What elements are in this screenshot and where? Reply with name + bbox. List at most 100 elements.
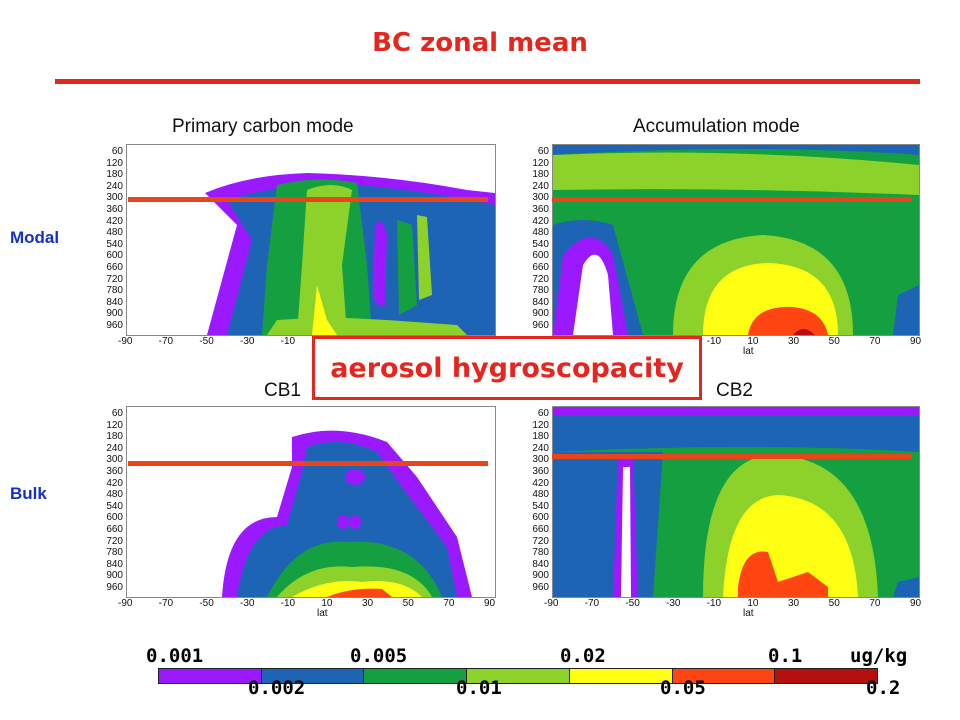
row-label-bulk: Bulk [10,484,47,503]
colorbar-segment [261,669,365,683]
x-tick-label: -90 [544,598,559,609]
x-tick-label: 10 [747,336,759,347]
y-tick-label: 120 [532,157,549,169]
x-tick-label: -30 [666,598,681,609]
x-tick-label: -90 [118,336,133,347]
y-tick-label: 180 [532,431,549,443]
y-tick-label: 120 [106,157,123,169]
y-tick-label: 780 [106,547,123,559]
x-tick-label: -30 [240,336,255,347]
title-underline [55,79,920,84]
x-tick-label: 50 [828,336,840,347]
y-tick-label: 780 [106,285,123,297]
x-tick-label: -70 [584,598,600,609]
x-axis-label: lat [743,346,754,357]
x-tick-label: -50 [199,336,214,347]
colorbar-segment [364,669,468,683]
contour-plot [126,144,496,336]
x-axis-label: lat [317,608,328,619]
y-tick-label: 720 [106,273,123,285]
y-tick-label: 360 [532,466,549,477]
y-tick-label: 180 [106,431,123,443]
y-tick-label: 900 [532,570,549,582]
y-tick-label: 360 [532,204,549,215]
y-tick-label: 780 [532,547,549,559]
y-tick-label: 420 [106,477,123,489]
caption-cb2: CB2 [716,380,753,401]
slide-title: BC zonal mean [372,28,588,58]
y-tick-label: 480 [106,489,123,501]
callout-text: aerosol hygroscopacity [330,353,684,384]
y-tick-label: 600 [106,512,123,524]
y-tick-label: 60 [537,146,549,157]
y-tick-label: 960 [532,582,549,593]
y-tick-label: 660 [106,524,123,535]
contour-plot [552,144,920,336]
x-tick-label: 90 [910,598,922,609]
panel-modal-accumulation: 60 120 180 240 300 360 420 480 540 600 660 720 780 84… [520,142,930,357]
y-tick-label: 360 [106,466,123,477]
contour-plot [552,406,920,598]
x-tick-label: 30 [788,598,800,609]
y-tick-label: 60 [111,146,123,157]
y-tick-label: 660 [532,524,549,535]
y-tick-label: 780 [532,285,549,297]
x-tick-label: 30 [362,598,374,609]
y-tick-label: 600 [532,250,549,262]
x-tick-label: -10 [280,598,296,609]
cbar-bottom-label-2: 0.01 [456,677,502,699]
y-tick-label: 60 [111,408,123,419]
y-tick-label: 360 [106,204,123,215]
y-tick-label: 300 [106,192,123,204]
x-tick-label: 50 [828,598,840,609]
y-tick-label: 480 [532,489,549,501]
x-tick-label: 90 [484,598,496,609]
y-tick-label: 600 [532,512,549,524]
y-tick-label: 180 [532,169,549,181]
marker-line-300 [552,197,912,202]
y-tick-label: 420 [532,215,549,227]
y-tick-label: 420 [532,477,549,489]
x-tick-label: -90 [118,598,133,609]
y-tick-label: 540 [532,238,549,250]
cbar-top-label-2: 0.005 [350,645,408,667]
colorbar-segment [775,669,878,683]
y-tick-label: 540 [106,238,123,250]
y-tick-label: 900 [106,570,123,582]
x-tick-label: 70 [869,336,881,347]
x-tick-label: 50 [402,598,414,609]
x-tick-label: 10 [747,598,759,609]
y-tick-label: 240 [106,442,123,454]
contour-plot [126,406,496,598]
marker-line-300 [128,461,488,466]
x-tick-label: -50 [199,598,214,609]
y-tick-label: 720 [106,535,123,547]
y-tick-label: 420 [106,215,123,227]
y-tick-label: 300 [106,454,123,466]
caption-cb1: CB1 [264,380,301,401]
y-tick-label: 900 [532,308,549,320]
cbar-top-label-3: 0.02 [560,645,606,667]
y-tick-label: 60 [537,408,549,419]
y-tick-label: 900 [106,308,123,320]
x-axis-label: lat [743,608,754,619]
y-tick-label: 240 [532,442,549,454]
y-tick-label: 660 [532,262,549,273]
y-tick-label: 720 [532,273,549,285]
marker-line-300 [552,454,912,459]
y-tick-label: 840 [532,558,549,570]
marker-line-300 [128,197,488,202]
cbar-bottom-label-4: 0.2 [866,677,901,699]
col-title-primary: Primary carbon mode [172,116,354,137]
colorbar-segment [467,669,570,683]
x-tick-label: -70 [158,336,174,347]
y-tick-label: 120 [106,419,123,431]
x-tick-label: 30 [788,336,800,347]
y-tick-label: 600 [106,250,123,262]
y-tick-label: 240 [532,180,549,192]
cbar-bottom-label-3: 0.05 [660,677,706,699]
colorbar-segment [159,669,262,683]
y-tick-label: 180 [106,169,123,181]
y-tick-label: 960 [532,320,549,331]
x-tick-label: -10 [706,336,722,347]
